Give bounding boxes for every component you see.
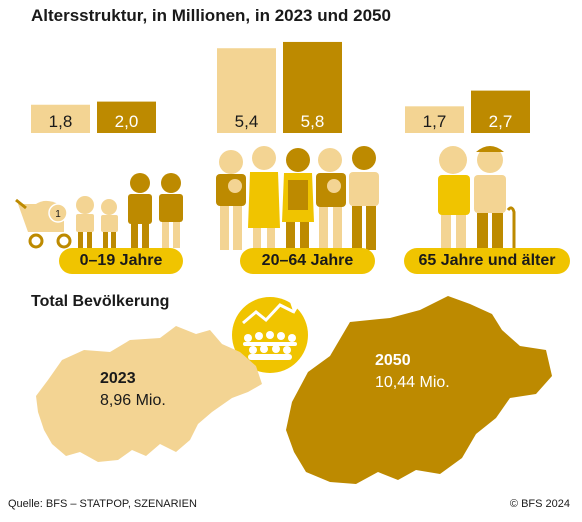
population-2023-value: 8,96 Mio. [100,392,166,409]
bar-0-0 [31,104,90,133]
adults-figures-icon [216,146,379,250]
svg-text:1: 1 [55,209,61,220]
copyright-note: © BFS 2024 [509,498,570,510]
source-note: Quelle: BFS – STATPOP, SZENARIEN [8,498,197,510]
bar-label-0-0: 1,8 [49,112,73,131]
year-2023-label: 2023 [100,370,136,387]
crowd-growth-icon [232,297,308,373]
bar-label-1-0: 5,4 [235,112,259,131]
bar-2-0 [405,106,464,133]
bar-label-2-0: 1,7 [423,112,447,131]
bar-0-1 [97,101,156,133]
year-2050-label: 2050 [375,352,411,369]
children-figures-icon: 1 [15,173,183,249]
bar-1-0 [217,48,276,133]
stroller-icon: 1 [15,198,72,249]
bar-1-1 [283,41,342,133]
category-pill-20-64: 20–64 Jahre [240,248,375,274]
category-pill-0-19: 0–19 Jahre [59,248,183,274]
bar-label-1-1: 5,8 [301,112,325,131]
bar-label-2-1: 2,7 [489,112,513,131]
switzerland-map-2050 [286,296,552,484]
seniors-figures-icon [438,146,516,250]
category-pill-65plus: 65 Jahre und älter [404,248,570,274]
bar-label-0-1: 2,0 [115,112,139,131]
total-population-heading: Total Bevölkerung [31,293,170,310]
chart-title: Altersstruktur, in Millionen, in 2023 un… [31,6,391,25]
bar-2-1 [471,90,530,133]
switzerland-map-2023 [36,326,262,462]
population-2050-value: 10,44 Mio. [375,374,450,391]
